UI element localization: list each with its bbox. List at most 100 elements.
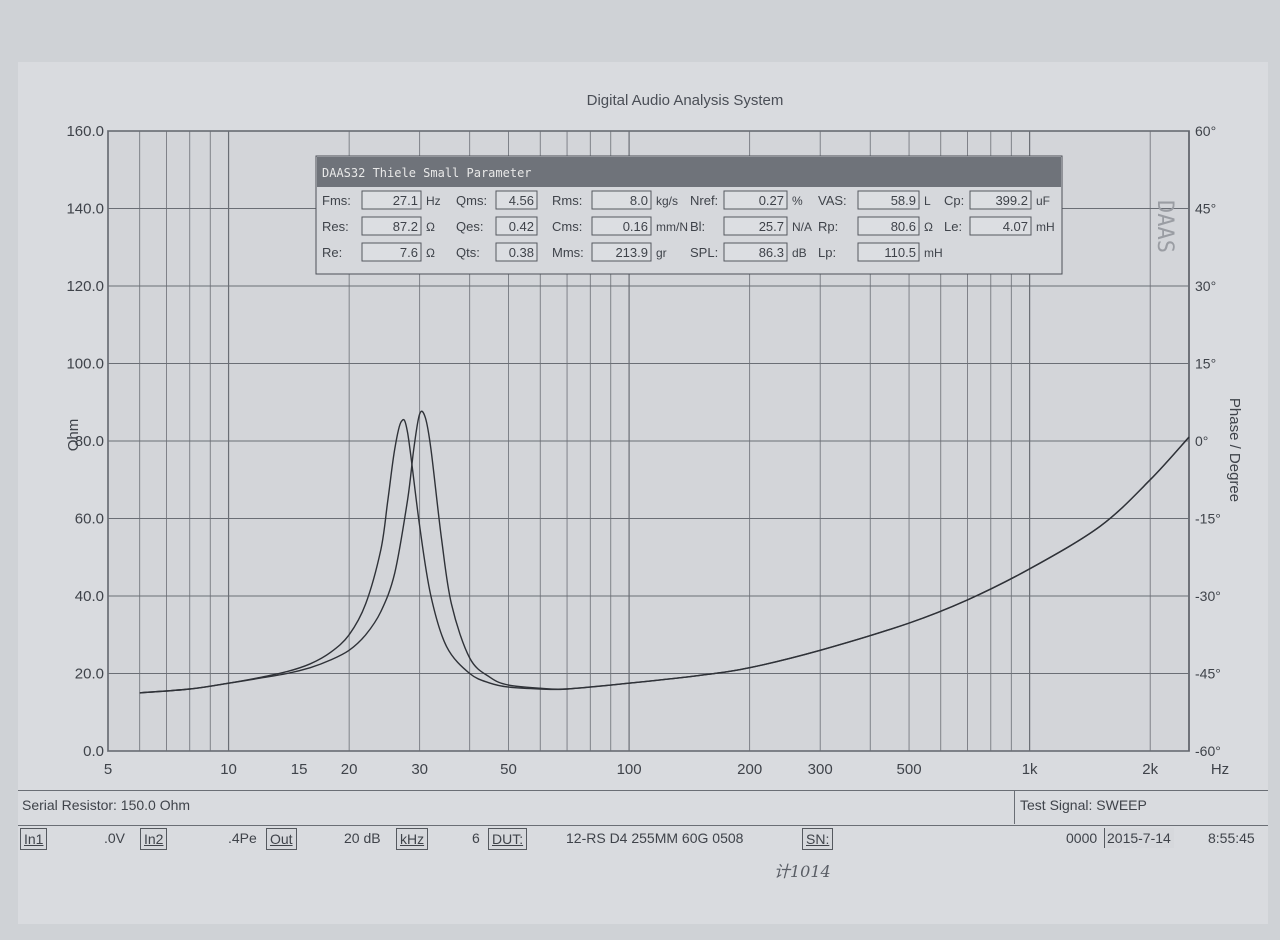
ts-param-value: 25.7 xyxy=(759,219,784,234)
dut-button[interactable]: DUT: xyxy=(488,828,528,850)
ts-param-value: 110.5 xyxy=(884,245,916,260)
ts-param-field xyxy=(723,190,788,210)
ts-param-label: Qms: xyxy=(456,193,487,208)
y-tick-label: 0.0 xyxy=(83,743,104,760)
y2-axis-label: Phase / Degree xyxy=(1226,398,1243,502)
y2-tick-label: 0° xyxy=(1195,433,1208,449)
y2-tick-label: -60° xyxy=(1195,743,1221,759)
ts-param-field xyxy=(361,242,422,262)
ts-param-field xyxy=(361,190,422,210)
ts-panel-title: DAAS32 Thiele Small Parameter xyxy=(322,166,532,180)
y2-tick-label: -30° xyxy=(1195,588,1221,604)
x-axis-label: Hz xyxy=(1211,761,1229,778)
ts-param-unit: Ω xyxy=(924,220,933,234)
ts-param-unit: kg/s xyxy=(656,194,678,208)
ts-param-label: Re: xyxy=(322,245,342,260)
ts-param-unit: mm/N xyxy=(656,220,688,234)
ts-param-unit: Ω xyxy=(426,220,435,234)
y2-tick-label: 45° xyxy=(1195,201,1216,217)
ts-param-label: Rp: xyxy=(818,219,838,234)
ts-param-label: Mms: xyxy=(552,245,584,260)
ts-param-value: 58.9 xyxy=(891,193,916,208)
out-label: Out xyxy=(270,831,293,847)
ts-param-field xyxy=(969,190,1032,210)
y-tick-label: 140.0 xyxy=(66,201,104,218)
x-tick-label: 200 xyxy=(737,761,762,778)
x-tick-label: 50 xyxy=(500,761,517,778)
ts-param-label: Qts: xyxy=(456,245,480,260)
y2-tick-label: -15° xyxy=(1195,511,1221,527)
ts-param-value: 27.1 xyxy=(393,193,418,208)
handwritten-note: 计1014 xyxy=(774,862,831,881)
ts-param-value: 213.9 xyxy=(615,245,648,260)
sn-button[interactable]: SN: xyxy=(802,828,834,850)
in2-button[interactable]: In2 xyxy=(140,828,168,850)
ts-param-value: 8.0 xyxy=(630,193,648,208)
ts-param-unit: L xyxy=(924,194,931,208)
ts-parameter-panel: DAAS32 Thiele Small Parameter Fms: 27.1 Hz… xyxy=(315,155,1063,275)
ts-param-value: 0.38 xyxy=(509,245,534,260)
ts-param-field xyxy=(857,242,920,262)
dut-label: DUT: xyxy=(492,831,524,847)
in1-button[interactable]: In1 xyxy=(20,828,48,850)
ts-param-value: 4.56 xyxy=(509,193,534,208)
x-tick-label: 100 xyxy=(617,761,642,778)
ts-param-value: 87.2 xyxy=(393,219,418,234)
ts-param-unit: mH xyxy=(924,246,943,260)
ts-param-field xyxy=(591,216,652,236)
ts-param-field xyxy=(857,190,920,210)
ts-param-field xyxy=(361,216,422,236)
series-layer xyxy=(139,410,1190,694)
ts-param-label: Bl: xyxy=(690,219,705,234)
khz-button[interactable]: kHz xyxy=(396,828,429,850)
window-title: Digital Audio Analysis System xyxy=(586,92,784,109)
khz-label: kHz xyxy=(400,831,425,847)
y-tick-label: 80.0 xyxy=(75,433,104,450)
ts-panel-titlebar xyxy=(317,157,1061,187)
khz-value: 6 xyxy=(472,830,480,846)
out-button[interactable]: Out xyxy=(266,828,297,850)
y-tick-label: 160.0 xyxy=(66,123,104,140)
date-field: 2015-7-14 xyxy=(1104,828,1174,848)
y2-tick-label: 60° xyxy=(1195,123,1216,139)
ts-param-label: Cp: xyxy=(944,193,964,208)
x-tick-label: 10 xyxy=(220,761,237,778)
y-tick-label: 20.0 xyxy=(75,666,104,683)
ts-param-value: 0.42 xyxy=(509,219,534,234)
ts-param-field xyxy=(495,242,538,262)
ts-param-unit: N/A xyxy=(792,220,812,234)
ts-param-value: 7.6 xyxy=(400,245,418,260)
y2-tick-label: -45° xyxy=(1195,666,1221,682)
serial-resistor-text: Serial Resistor: 150.0 Ohm xyxy=(22,797,191,813)
ts-param-label: Qes: xyxy=(456,219,483,234)
ts-param-unit: dB xyxy=(792,246,807,260)
x-tick-label: 30 xyxy=(411,761,428,778)
date-text: 2015-7-14 xyxy=(1107,830,1171,846)
in2-value: .4Pe xyxy=(228,830,257,846)
out-value: 20 dB xyxy=(344,830,381,846)
ts-param-value: 399.2 xyxy=(995,193,1028,208)
ts-param-field xyxy=(591,190,652,210)
y-tick-label: 120.0 xyxy=(66,278,104,295)
ts-param-label: SPL: xyxy=(690,245,718,260)
ts-param-label: VAS: xyxy=(818,193,847,208)
ts-param-field xyxy=(495,190,538,210)
x-tick-label: 5 xyxy=(104,761,112,778)
ts-param-field xyxy=(969,216,1032,236)
x-tick-label: 20 xyxy=(341,761,358,778)
ts-param-field xyxy=(591,242,652,262)
ts-param-unit: % xyxy=(792,194,803,208)
ts-param-field xyxy=(857,216,920,236)
ts-param-unit: mH xyxy=(1036,220,1055,234)
x-tick-label: 300 xyxy=(808,761,833,778)
in1-label: In1 xyxy=(24,831,44,847)
dut-value: 12-RS D4 255MM 60G 0508 xyxy=(566,830,744,846)
y2-tick-label: 15° xyxy=(1195,356,1216,372)
x-tick-label: 500 xyxy=(897,761,922,778)
ts-param-value: 0.16 xyxy=(623,219,648,234)
status-row xyxy=(18,790,1268,826)
ts-param-label: Rms: xyxy=(552,193,582,208)
y-tick-label: 60.0 xyxy=(75,511,104,528)
